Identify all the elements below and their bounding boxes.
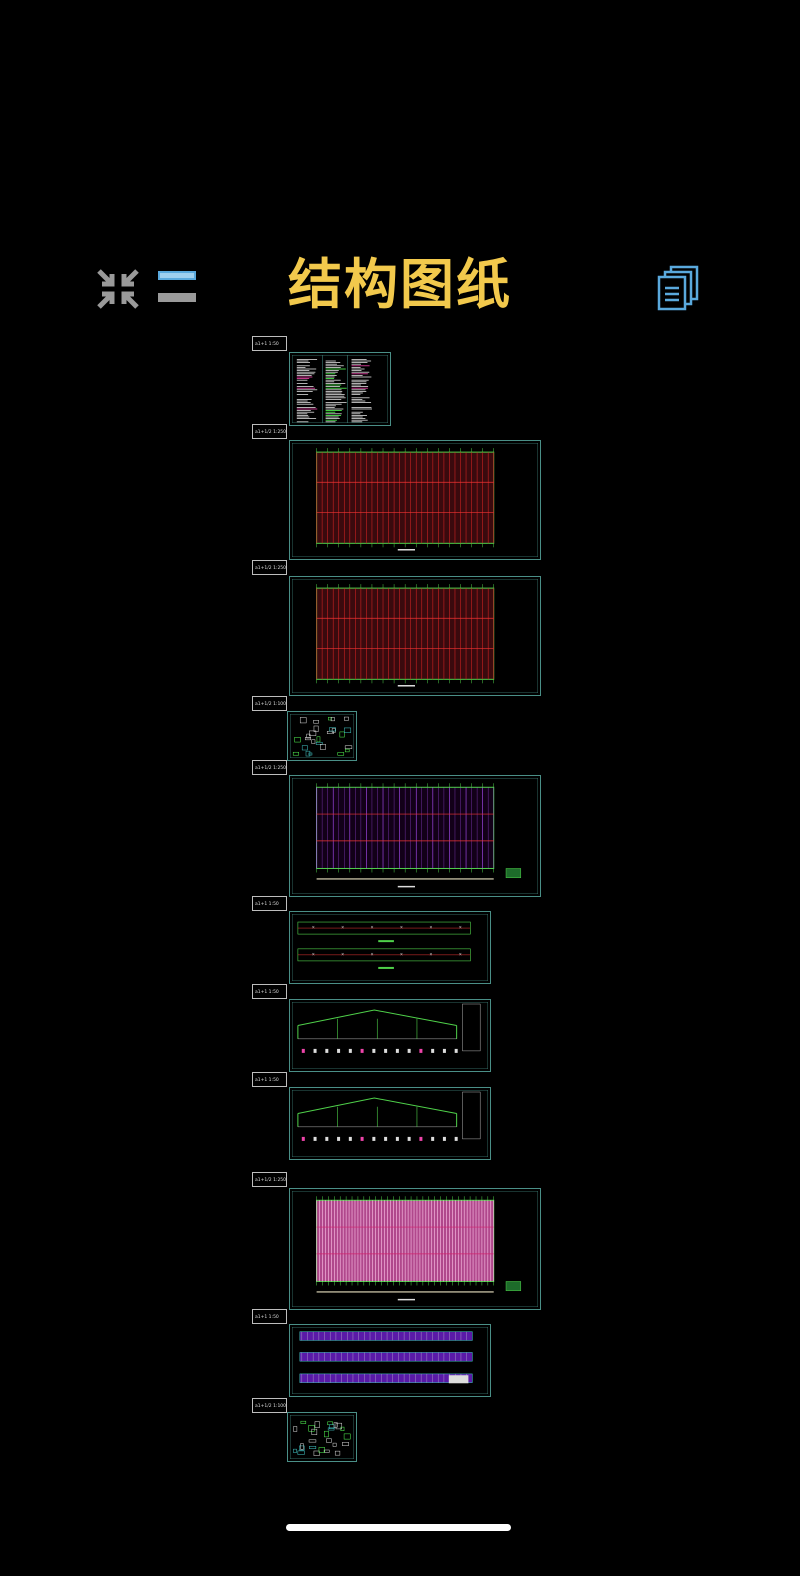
drawing-preview	[290, 714, 354, 758]
drawing-preview	[292, 579, 538, 693]
collapse-arrows-icon[interactable]	[95, 267, 141, 315]
menu-lines-icon[interactable]	[158, 271, 198, 309]
svg-text:×: ×	[429, 952, 432, 957]
svg-text:×: ×	[341, 952, 344, 957]
drawing-sheet-thumbnail[interactable]	[289, 1087, 491, 1160]
sheet-label: a1+1/2 1:250	[252, 760, 287, 775]
drawing-preview	[292, 1090, 488, 1157]
page-title: 结构图纸	[288, 253, 512, 316]
drawing-sheet-thumbnail[interactable]	[287, 1412, 357, 1462]
svg-text:×: ×	[459, 952, 462, 957]
svg-text:×: ×	[429, 925, 432, 930]
drawing-preview	[292, 1327, 488, 1394]
drawing-sheet-thumbnail[interactable]	[289, 1188, 541, 1310]
sheet-label: a1+1/2 1:250	[252, 560, 287, 575]
drawing-sheet-thumbnail[interactable]	[289, 775, 541, 897]
sheet-label: a1+1/2 1:250	[252, 424, 287, 439]
drawing-sheet-thumbnail[interactable]	[289, 352, 391, 426]
drawing-preview	[292, 443, 538, 557]
svg-text:×: ×	[312, 952, 315, 957]
svg-text:×: ×	[400, 925, 403, 930]
drawing-preview	[290, 1415, 354, 1459]
drawing-preview	[292, 355, 388, 423]
document-stack-icon[interactable]	[657, 265, 701, 315]
sheet-label: a1+1/2 1:250	[252, 1172, 287, 1187]
sheet-label: a1+1 1:50	[252, 336, 287, 351]
sheet-label: a1+1 1:50	[252, 984, 287, 999]
svg-text:×: ×	[459, 925, 462, 930]
sheet-label: a1+1 1:50	[252, 896, 287, 911]
svg-text:×: ×	[312, 925, 315, 930]
drawing-sheet-thumbnail[interactable]	[287, 711, 357, 761]
drawing-sheet-thumbnail[interactable]: × × × × × × × × × × × ×	[289, 911, 491, 984]
svg-text:×: ×	[400, 952, 403, 957]
drawing-preview	[292, 1191, 538, 1307]
svg-text:×: ×	[370, 952, 373, 957]
sheet-label: a1+1 1:50	[252, 1072, 287, 1087]
svg-text:×: ×	[341, 925, 344, 930]
drawing-preview: × × × × × × × × × × × ×	[292, 914, 488, 981]
sheet-label: a1+1 1:50	[252, 1309, 287, 1324]
sheet-label: a1+1/2 1:100	[252, 1398, 287, 1413]
sheet-label: a1+1/2 1:100	[252, 696, 287, 711]
drawing-sheet-thumbnail[interactable]	[289, 999, 491, 1072]
drawing-sheet-thumbnail[interactable]	[289, 576, 541, 696]
drawing-preview	[292, 778, 538, 894]
home-indicator[interactable]	[286, 1524, 511, 1531]
drawing-preview	[292, 1002, 488, 1069]
drawing-sheet-thumbnail[interactable]	[289, 440, 541, 560]
svg-text:×: ×	[370, 925, 373, 930]
drawing-sheet-thumbnail[interactable]	[289, 1324, 491, 1397]
